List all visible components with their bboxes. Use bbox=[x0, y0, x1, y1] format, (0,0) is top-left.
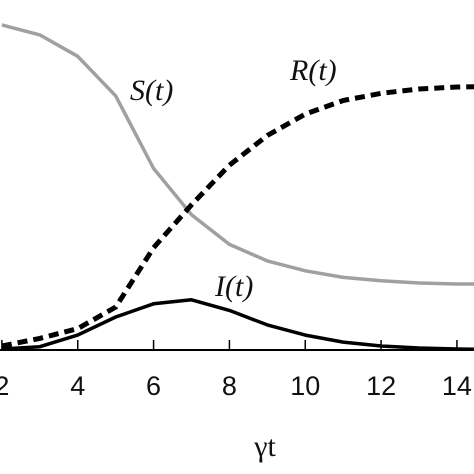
line bbox=[1, 23, 474, 286]
x-axis-label: γt bbox=[253, 430, 276, 463]
annotation: R(t) bbox=[289, 54, 337, 87]
annotation: I(t) bbox=[214, 270, 253, 303]
x-tick-label: 8 bbox=[222, 371, 237, 401]
x-tick-label: 14 bbox=[442, 371, 472, 401]
x-tick-label: 6 bbox=[146, 371, 161, 401]
line bbox=[1, 84, 474, 349]
x-tick-label: 10 bbox=[290, 371, 320, 401]
annotation: S(t) bbox=[130, 74, 173, 107]
x-tick-label: 4 bbox=[70, 371, 85, 401]
x-tick-label: 2 bbox=[0, 371, 9, 401]
line bbox=[1, 298, 474, 352]
x-tick-label: 12 bbox=[366, 371, 396, 401]
